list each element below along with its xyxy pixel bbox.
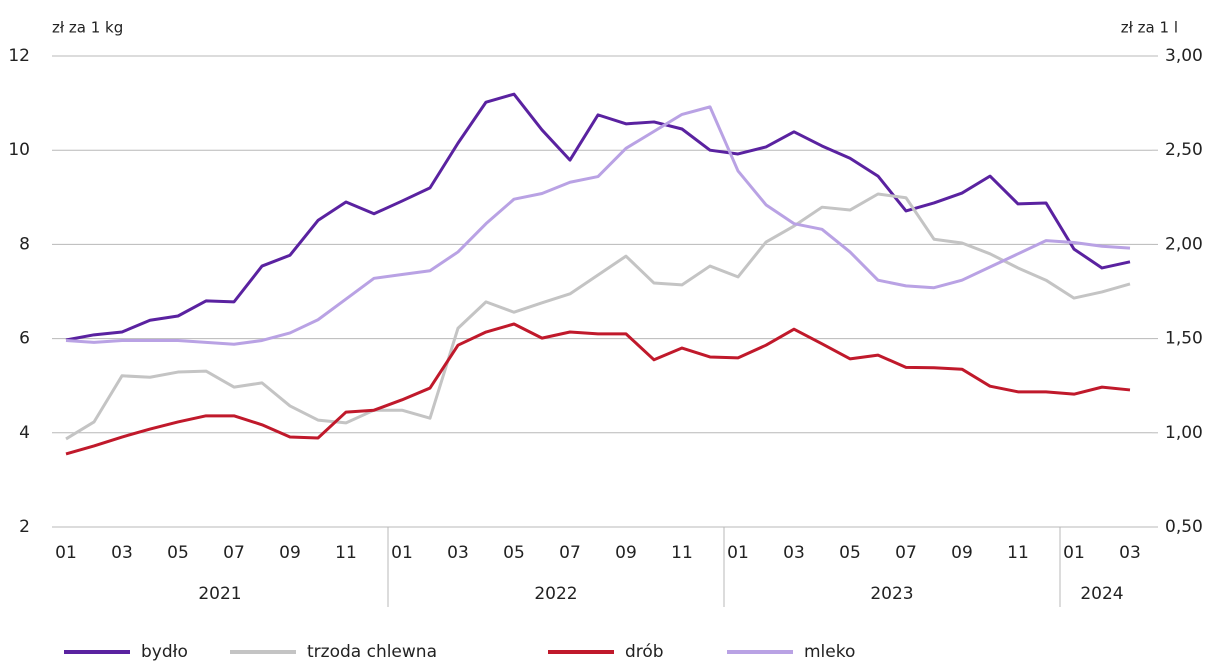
x-tick-label: 05 <box>167 543 189 563</box>
y2-tick-label: 3,00 <box>1165 46 1203 66</box>
y-tick-label: 10 <box>8 140 30 160</box>
y2-tick-label: 1,00 <box>1165 423 1203 443</box>
series-line <box>65 322 1131 456</box>
y-tick-label: 6 <box>19 329 30 349</box>
legend-label: mleko <box>804 642 855 662</box>
x-tick-label: 09 <box>279 543 301 563</box>
y2-tick-label: 0,50 <box>1165 517 1203 537</box>
year-label: 2024 <box>1080 584 1123 604</box>
year-label: 2023 <box>870 584 913 604</box>
x-tick-label: 09 <box>951 543 973 563</box>
legend-label: trzoda chlewna <box>307 642 437 662</box>
series-line <box>65 192 1131 441</box>
x-tick-label: 01 <box>727 543 749 563</box>
x-tick-label: 01 <box>55 543 77 563</box>
x-tick-label: 07 <box>895 543 917 563</box>
year-label: 2022 <box>534 584 577 604</box>
x-tick-label: 05 <box>503 543 525 563</box>
y-tick-label: 4 <box>19 423 30 443</box>
x-tick-label: 11 <box>671 543 693 563</box>
x-tick-label: 03 <box>1119 543 1141 563</box>
y2-tick-label: 2,50 <box>1165 140 1203 160</box>
x-tick-label: 09 <box>615 543 637 563</box>
year-label: 2021 <box>198 584 241 604</box>
series-line <box>65 92 1131 342</box>
x-tick-label: 11 <box>1007 543 1029 563</box>
x-tick-label: 01 <box>1063 543 1085 563</box>
y-tick-label: 2 <box>19 517 30 537</box>
legend-label: drób <box>625 642 664 662</box>
x-tick-label: 03 <box>783 543 805 563</box>
x-tick-label: 11 <box>335 543 357 563</box>
y-tick-label: 12 <box>8 46 30 66</box>
y2-tick-label: 2,00 <box>1165 234 1203 254</box>
x-tick-label: 07 <box>223 543 245 563</box>
series-line <box>65 105 1131 346</box>
y-tick-label: 8 <box>19 234 30 254</box>
x-tick-label: 03 <box>447 543 469 563</box>
x-tick-label: 07 <box>559 543 581 563</box>
y2-tick-label: 1,50 <box>1165 329 1203 349</box>
x-tick-label: 03 <box>111 543 133 563</box>
legend-label: bydło <box>141 642 188 662</box>
x-tick-label: 01 <box>391 543 413 563</box>
x-tick-label: 05 <box>839 543 861 563</box>
y2-axis-label: zł za 1 l <box>1121 19 1178 37</box>
y-axis-label: zł za 1 kg <box>52 19 123 37</box>
